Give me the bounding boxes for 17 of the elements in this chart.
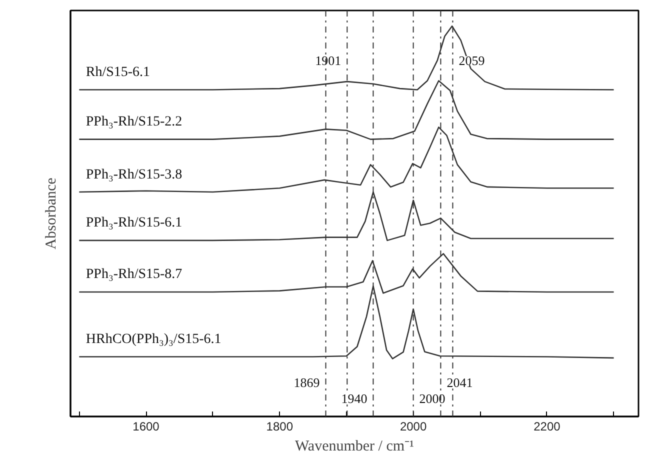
x-axis-title: Wavenumber / cm⁻¹ [294, 438, 414, 454]
x-tick-label: 2200 [534, 420, 561, 434]
x-tick-label: 1800 [266, 420, 294, 434]
x-tick-label: 2000 [400, 420, 427, 434]
series-label: PPh₃-Rh/S15-3.8 [86, 167, 182, 182]
series-label: PPh₃-Rh/S15-2.2 [86, 114, 182, 130]
ref-line-label: 1940 [341, 390, 368, 406]
ref-line-label: 2000 [419, 390, 446, 406]
x-tick-label: 1600 [132, 420, 160, 434]
ref-line-label: 2041 [446, 375, 473, 390]
series-label: PPh₃-Rh/S15-6.1 [86, 216, 182, 231]
y-axis-title: Absorbance [44, 177, 60, 250]
ref-line-label: 1869 [294, 375, 320, 390]
series-label: Rh/S15-6.1 [86, 64, 150, 80]
ref-line-label: 2059 [458, 53, 485, 68]
series-label: PPh₃-Rh/S15-8.7 [86, 267, 182, 282]
series-label: HRhCO(PPh₃)₃/S15-6.1 [86, 332, 222, 348]
